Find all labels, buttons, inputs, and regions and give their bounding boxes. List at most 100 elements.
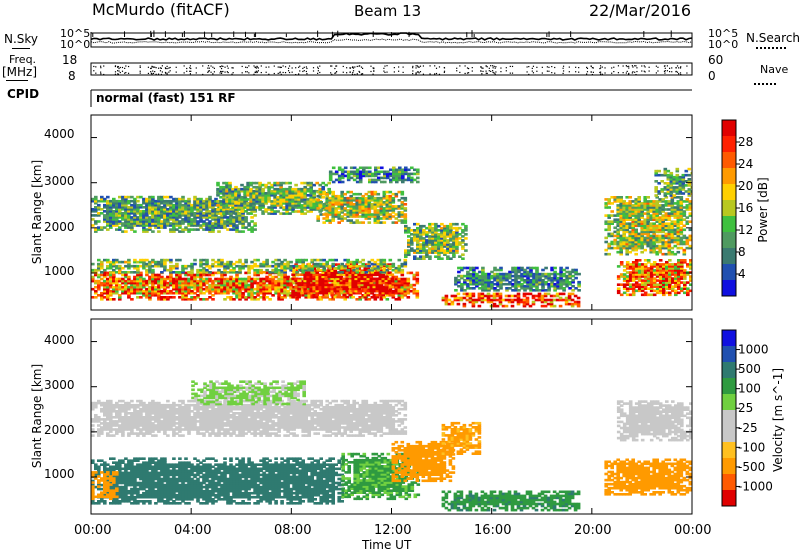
heatmap-cell (277, 262, 281, 266)
heatmap-cell (310, 294, 314, 297)
heatmap-cell (148, 199, 152, 203)
heatmap-cell (229, 289, 233, 293)
heatmap-cell (452, 222, 456, 226)
nave-dot (485, 72, 487, 74)
heatmap-cell (307, 268, 311, 272)
freq-dot (668, 67, 671, 69)
heatmap-cell (220, 224, 224, 227)
heatmap-cell (312, 285, 316, 289)
heatmap-cell (142, 281, 146, 285)
heatmap-cell (106, 298, 110, 301)
nave-dot (358, 71, 361, 73)
heatmap-cell (256, 289, 260, 293)
heatmap-cell (628, 293, 633, 297)
heatmap-cell (346, 213, 350, 216)
heatmap-cell (193, 258, 197, 262)
heatmap-cell (216, 192, 220, 195)
heatmap-cell (646, 261, 651, 264)
heatmap-cell (274, 289, 278, 293)
heatmap-cell (199, 277, 203, 281)
heatmap-cell (378, 277, 383, 281)
heatmap-cell (229, 264, 233, 268)
heatmap-cell (339, 287, 343, 291)
heatmap-cell (258, 194, 262, 197)
heatmap-cell (288, 185, 292, 189)
heatmap-cell (187, 285, 191, 289)
heatmap-cell (301, 262, 305, 266)
heatmap-cell (324, 269, 328, 272)
heatmap-cell (274, 268, 278, 272)
heatmap-cell (157, 289, 161, 293)
heatmap-cell (502, 278, 506, 282)
heatmap-cell (136, 208, 140, 211)
heatmap-cell (222, 189, 226, 193)
heatmap-cell (124, 212, 128, 215)
heatmap-cell (372, 283, 377, 287)
heatmap-cell (333, 263, 337, 266)
heatmap-cell (172, 228, 176, 231)
heatmap-cell (486, 298, 491, 302)
heatmap-cell (499, 284, 503, 288)
heatmap-cell (522, 294, 527, 298)
heatmap-cell (468, 294, 473, 298)
heatmap-cell (367, 205, 372, 208)
heatmap-cell (100, 264, 104, 268)
nave-dot (210, 71, 212, 73)
heatmap-cell (124, 220, 128, 223)
heatmap-cell (157, 212, 161, 215)
heatmap-cell (306, 183, 310, 187)
freq-dot (528, 65, 530, 68)
heatmap-cell (259, 283, 263, 287)
heatmap-cell (541, 289, 545, 292)
heatmap-cell (388, 196, 393, 200)
heatmap-cell (172, 212, 176, 215)
heatmap-cell (391, 221, 396, 224)
heatmap-cell (397, 199, 402, 202)
heatmap-cell (415, 279, 420, 283)
heatmap-cell (94, 210, 98, 213)
heatmap-cell (390, 285, 395, 289)
heatmap-cell (375, 293, 380, 297)
heatmap-cell (127, 208, 131, 211)
heatmap-cell (163, 289, 167, 293)
heatmap-cell (274, 262, 278, 266)
heatmap-cell (261, 198, 265, 201)
heatmap-cell (282, 212, 286, 215)
heatmap-cell (282, 189, 286, 193)
heatmap-cell (510, 304, 515, 308)
heatmap-cell (413, 229, 417, 232)
heatmap-cell (406, 287, 411, 291)
heatmap-cell (121, 281, 125, 285)
heatmap-cell (103, 206, 107, 209)
heatmap-cell (481, 270, 485, 274)
heatmap-cell (316, 201, 320, 204)
heatmap-cell (370, 190, 375, 194)
heatmap-cell (235, 294, 239, 297)
heatmap-cell (169, 210, 173, 213)
freq-dot (127, 65, 130, 68)
heatmap-cell (325, 215, 329, 218)
heatmap-cell (222, 196, 226, 199)
nave-dot (351, 73, 354, 75)
heatmap-cell (382, 201, 387, 204)
heatmap-cell (211, 298, 215, 301)
heatmap-cell (337, 294, 341, 297)
heatmap-cell (562, 280, 566, 284)
heatmap-cell (318, 277, 322, 281)
heatmap-cell (378, 287, 383, 291)
heatmap-cell (133, 281, 137, 285)
freq-dot (335, 65, 338, 67)
heatmap-cell (190, 279, 194, 283)
heatmap-cell (337, 201, 341, 204)
heatmap-cell (97, 287, 101, 291)
heatmap-cell (211, 210, 215, 213)
heatmap-cell (668, 275, 672, 278)
heatmap-cell (285, 210, 289, 213)
heatmap-cell (352, 192, 356, 196)
heatmap-cell (318, 281, 322, 285)
heatmap-cell (298, 260, 302, 264)
heatmap-cell (291, 194, 295, 197)
heatmap-cell (259, 268, 263, 272)
heatmap-cell (226, 287, 230, 291)
heatmap-cell (381, 275, 386, 279)
